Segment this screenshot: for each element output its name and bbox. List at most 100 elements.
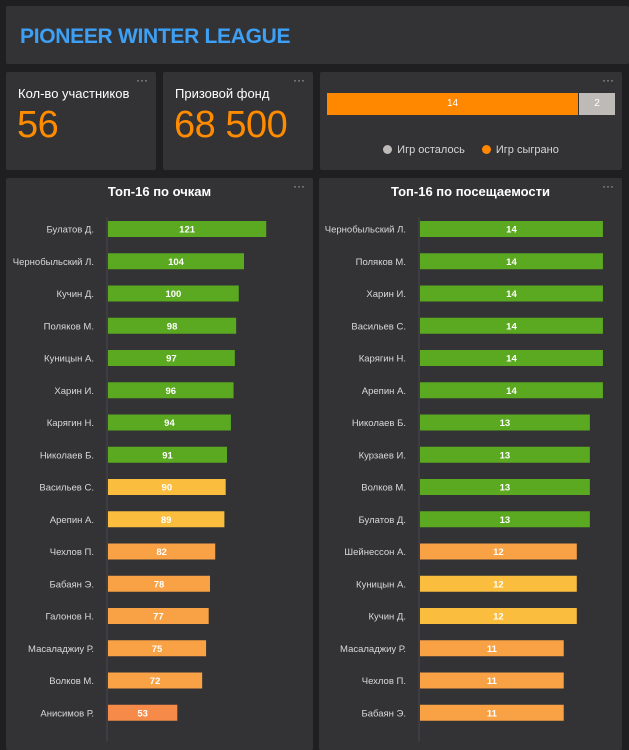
category-label: Чехлов П. (362, 676, 406, 687)
bar-value-label: 96 (165, 386, 176, 397)
category-label: Куницын А. (356, 579, 406, 590)
bar[interactable] (420, 350, 603, 366)
attendance-chart-menu-icon[interactable]: ··· (602, 179, 614, 193)
games-progress-card: ··· 14 2 Игр осталось Игр сыграно (320, 72, 622, 170)
bar[interactable] (108, 285, 239, 302)
category-label: Харин И. (366, 289, 406, 300)
bar[interactable] (108, 382, 234, 399)
bar-value-label: 72 (150, 676, 161, 687)
category-label: Карягин Н. (359, 354, 406, 365)
bar[interactable] (420, 704, 564, 721)
bar[interactable] (108, 479, 226, 495)
bar-value-label: 12 (493, 579, 504, 590)
category-label: Масаладжиу Р. (28, 644, 94, 655)
points-chart-menu-icon[interactable]: ··· (293, 179, 305, 193)
attendance-chart-panel: ··· Топ-16 по посещаемости Чернобыльский… (319, 178, 622, 750)
bar[interactable] (108, 446, 227, 463)
attendance-chart-title: Топ-16 по посещаемости (390, 184, 551, 199)
bar-value-label: 89 (161, 515, 172, 526)
bar[interactable] (420, 285, 603, 302)
prize-fund-value: 68 500 (174, 104, 288, 146)
bar[interactable] (108, 640, 207, 657)
bar[interactable] (108, 543, 216, 560)
dashboard-title: PIONEER WINTER LEAGUE (20, 25, 291, 48)
category-label: Волков М. (49, 676, 94, 687)
category-label: Чернобыльский Л. (325, 225, 406, 236)
bar[interactable] (108, 221, 267, 237)
category-label: Чернобыльский Л. (13, 257, 94, 268)
bar-value-label: 11 (487, 676, 498, 687)
bar-value-label: 104 (168, 257, 185, 268)
bar-value-label: 13 (500, 418, 511, 429)
category-label: Шейнессон А. (344, 547, 406, 558)
bar[interactable] (420, 479, 590, 495)
bar-value-label: 98 (167, 321, 178, 332)
bar[interactable] (420, 446, 590, 463)
bar-value-label: 100 (165, 289, 181, 300)
bar[interactable] (108, 317, 237, 334)
bar-value-label: 78 (154, 579, 165, 590)
bar[interactable] (108, 350, 235, 366)
bar[interactable] (108, 511, 225, 528)
bar[interactable] (420, 317, 603, 334)
bar[interactable] (108, 575, 210, 592)
bar-value-label: 13 (500, 450, 511, 461)
bar-value-label: 11 (487, 644, 498, 655)
bar[interactable] (108, 608, 209, 624)
category-label: Масаладжиу Р. (340, 644, 406, 655)
bar-value-label: 14 (506, 257, 517, 268)
legend-remaining-dot-icon (383, 145, 393, 154)
bar-value-label: 14 (506, 225, 517, 236)
legend-played-label: Игр сыграно (495, 144, 559, 156)
category-label: Волков М. (361, 483, 406, 494)
bar-value-label: 77 (153, 612, 164, 623)
bar[interactable] (108, 253, 244, 270)
category-label: Николаев Б. (40, 450, 94, 461)
legend-remaining-label: Игр осталось (397, 144, 465, 156)
bar[interactable] (420, 221, 603, 237)
category-label: Поляков М. (44, 321, 94, 332)
participants-card: ··· Кол-во участников 56 (6, 72, 156, 170)
games-stacked-bar: 14 2 (327, 93, 615, 115)
header-panel: PIONEER WINTER LEAGUE (6, 6, 629, 64)
category-label: Чехлов П. (50, 547, 94, 558)
points-chart-panel: ··· Топ-16 по очкам Булатов Д. 121 Чернобы… (6, 178, 313, 750)
bar-value-label: 90 (162, 483, 173, 494)
bar-value-label: 94 (164, 418, 175, 429)
legend-played[interactable]: Игр сыграно (481, 144, 559, 156)
bar[interactable] (420, 382, 603, 399)
category-label: Бабаян Э. (49, 579, 94, 590)
games-remaining-segment[interactable]: 2 (579, 93, 615, 115)
games-played-segment[interactable]: 14 (327, 93, 578, 115)
bar[interactable] (420, 543, 577, 560)
attendance-chart: Чернобыльский Л. 14 Поляков М. 14 Харин И. 14… (325, 217, 603, 741)
prize-fund-menu-icon[interactable]: ··· (293, 73, 305, 87)
category-label: Васильев С. (351, 321, 406, 332)
games-legend: Игр осталось Игр сыграно (320, 144, 622, 156)
bar-value-label: 12 (493, 547, 504, 558)
bar[interactable] (420, 253, 603, 270)
legend-remaining[interactable]: Игр осталось (383, 144, 465, 156)
category-label: Куницын А. (44, 354, 94, 365)
bar-value-label: 11 (487, 708, 498, 719)
bar[interactable] (420, 511, 590, 528)
category-label: Булатов Д. (359, 515, 406, 526)
category-label: Курзаев И. (359, 450, 406, 461)
bar[interactable] (420, 640, 564, 657)
category-label: Бабаян Э. (361, 708, 406, 719)
bar[interactable] (108, 704, 178, 721)
bar[interactable] (420, 575, 577, 592)
bar[interactable] (420, 608, 577, 624)
participants-menu-icon[interactable]: ··· (136, 73, 148, 87)
bar-value-label: 12 (493, 612, 504, 623)
category-label: Галонов Н. (45, 612, 94, 623)
bar-value-label: 91 (162, 450, 173, 461)
bar[interactable] (420, 414, 590, 431)
legend-played-dot-icon (481, 145, 491, 154)
bar[interactable] (108, 672, 203, 689)
games-menu-icon[interactable]: ··· (602, 73, 614, 87)
points-chart: Булатов Д. 121 Чернобыльский Л. 104 Кучин Д.… (13, 217, 267, 741)
bar[interactable] (420, 672, 564, 689)
bar[interactable] (108, 414, 231, 431)
category-label: Харин И. (54, 386, 94, 397)
